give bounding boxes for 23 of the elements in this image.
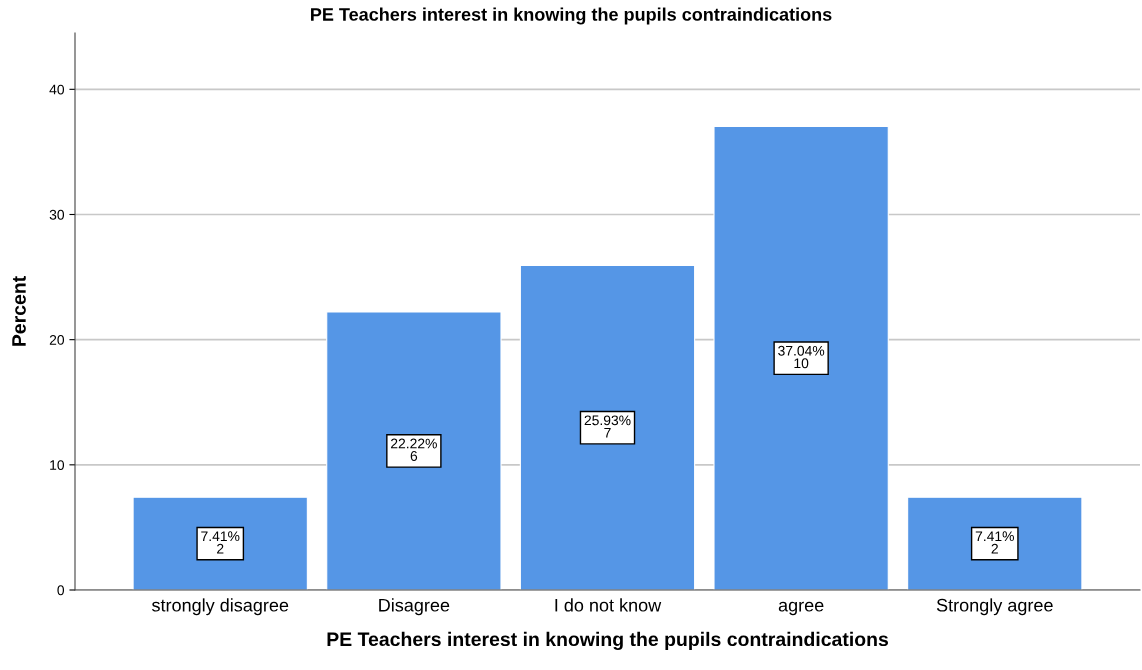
data-label: 37.04% 10 xyxy=(778,345,825,369)
bar xyxy=(713,125,889,590)
chart-title: PE Teachers interest in knowing the pupils contraindications xyxy=(311,7,832,25)
y-tick-label: 40 xyxy=(49,84,65,95)
bar xyxy=(907,496,1083,590)
data-label: 25.93% 7 xyxy=(584,415,631,438)
x-tick-label: Strongly agree xyxy=(936,598,1053,616)
x-tick-label: I do not know xyxy=(555,598,662,612)
data-label: 7.41% 2 xyxy=(201,531,240,554)
data-label: 7.41% 2 xyxy=(975,531,1014,554)
x-tick-label: Disagree xyxy=(379,598,450,616)
x-tick-label: strongly disagree xyxy=(151,598,289,616)
x-tick-label: agree xyxy=(778,601,824,616)
y-tick-label: 0 xyxy=(57,585,65,596)
y-axis-title: Percent xyxy=(12,276,26,346)
y-tick-label: 10 xyxy=(50,460,65,470)
bar xyxy=(519,264,696,590)
data-label: 22.22% 6 xyxy=(391,438,437,461)
bar xyxy=(132,496,308,590)
y-tick-label: 30 xyxy=(49,209,65,220)
bar xyxy=(326,311,502,590)
x-axis-title: PE Teachers interest in knowing the pupils contraindications xyxy=(327,631,888,651)
y-tick-label: 20 xyxy=(49,335,65,345)
